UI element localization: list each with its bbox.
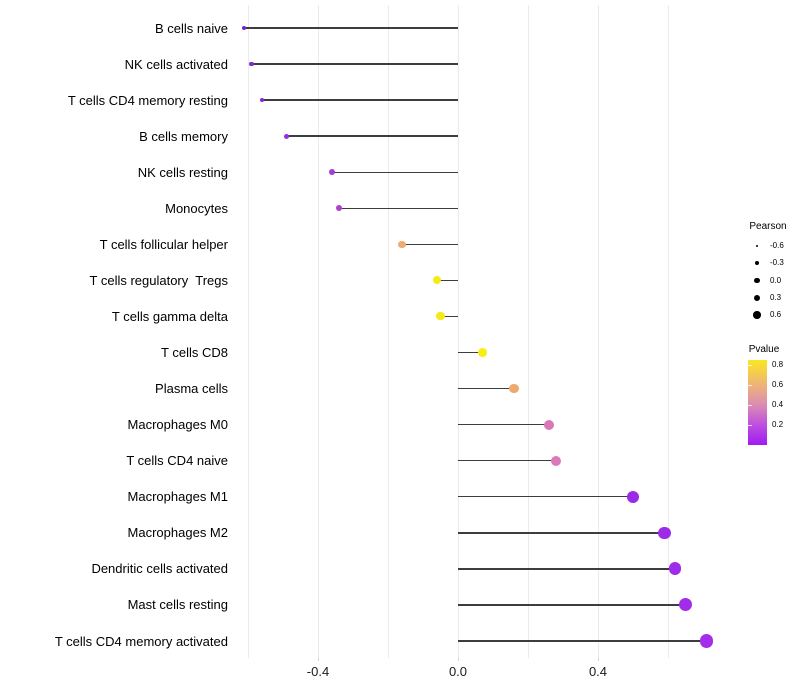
gridline <box>597 5 599 658</box>
gridline <box>247 5 249 658</box>
lollipop-stem <box>458 496 633 498</box>
lollipop-dot <box>543 419 555 430</box>
row-label: NK cells activated <box>124 56 228 72</box>
lollipop-stem <box>458 460 556 462</box>
pvalue-legend-title: Pvalue <box>748 344 780 355</box>
x-axis-tick-label: 0.4 <box>588 664 608 679</box>
lollipop-dot <box>433 276 441 285</box>
row-label: T cells regulatory Tregs <box>89 272 228 288</box>
x-axis-tick-label: -0.4 <box>306 664 330 679</box>
lollipop-dot <box>658 526 671 540</box>
pvalue-gradient-tickmark <box>748 405 752 406</box>
pearson-legend-title: Pearson <box>749 221 787 232</box>
lollipop-dot <box>284 133 289 139</box>
lollipop-dot <box>478 348 487 357</box>
lollipop-dot <box>336 205 342 212</box>
row-label: T cells follicular helper <box>99 236 228 252</box>
pearson-legend-dot <box>755 244 759 248</box>
pearson-legend-label: 0.0 <box>770 275 782 285</box>
lollipop-dot <box>509 383 519 394</box>
row-label: Dendritic cells activated <box>91 561 228 577</box>
pearson-legend-label: -0.3 <box>770 258 784 268</box>
row-label: T cells CD4 naive <box>126 453 228 469</box>
pearson-legend-dot <box>754 277 760 284</box>
gridline <box>527 5 529 658</box>
lollipop-dot <box>627 490 639 503</box>
lollipop-dot <box>678 598 693 612</box>
lollipop-dot <box>259 97 265 103</box>
x-axis-tick <box>317 658 319 661</box>
pearson-legend-dot <box>755 261 759 266</box>
lollipop-dot <box>436 312 445 321</box>
lollipop-dot <box>668 562 682 576</box>
pvalue-gradient-tickmark <box>748 425 752 426</box>
pvalue-gradient-tickmark <box>748 365 752 366</box>
row-label: NK cells resting <box>137 164 228 180</box>
row-label: B cells naive <box>155 20 228 36</box>
lollipop-stem <box>458 387 514 390</box>
lollipop-stem <box>286 135 458 137</box>
lollipop-stem <box>458 351 483 354</box>
row-label: Macrophages M1 <box>127 489 228 505</box>
lollipop-dot <box>329 169 335 176</box>
x-axis-tick <box>597 658 599 661</box>
pvalue-gradient-tickmark <box>748 385 752 386</box>
gridline <box>667 5 669 658</box>
x-axis-tick-label: 0.0 <box>448 664 468 679</box>
row-label: T cells CD4 memory resting <box>67 92 228 108</box>
lollipop-stem <box>339 207 458 209</box>
lollipop-dot <box>249 61 254 67</box>
pearson-legend-dot <box>753 294 761 302</box>
lollipop-stem <box>458 532 665 534</box>
lollipop-dot <box>242 25 247 30</box>
row-label: Macrophages M0 <box>127 417 228 433</box>
pearson-legend-label: -0.6 <box>770 241 784 250</box>
pvalue-legend-label: 0.2 <box>772 420 784 429</box>
row-label: Plasma cells <box>155 381 228 397</box>
lollipop-stem <box>458 423 549 426</box>
row-label: B cells memory <box>139 128 228 144</box>
pvalue-legend-label: 0.8 <box>772 360 784 369</box>
row-label: Macrophages M2 <box>127 525 228 541</box>
lollipop-stem <box>458 640 707 642</box>
lollipop-stem <box>251 63 458 65</box>
x-axis-tick <box>457 658 459 661</box>
pvalue-gradient-bar <box>748 360 767 445</box>
gridline <box>317 5 319 658</box>
pvalue-legend-label: 0.6 <box>772 380 784 389</box>
row-label: T cells gamma delta <box>111 308 228 324</box>
pearson-legend-dot <box>753 311 761 319</box>
pvalue-legend-label: 0.4 <box>772 400 784 409</box>
row-label: Mast cells resting <box>127 597 228 613</box>
row-label: T cells CD8 <box>161 345 228 361</box>
lollipop-dot <box>398 240 406 248</box>
row-label: Monocytes <box>165 200 228 216</box>
lollipop-stem <box>402 243 458 246</box>
lollipop-dot <box>550 455 562 466</box>
lollipop-stem <box>437 279 458 282</box>
gridline <box>387 5 389 658</box>
lollipop-stem <box>332 171 458 173</box>
lollipop-stem <box>458 604 686 606</box>
lollipop-stem <box>262 99 458 101</box>
lollipop-stem <box>458 568 675 570</box>
pearson-legend-label: 0.3 <box>770 292 782 302</box>
pearson-legend-label: 0.6 <box>770 310 782 320</box>
gridline <box>457 5 459 658</box>
lollipop-stem <box>440 315 458 318</box>
row-label: T cells CD4 memory activated <box>54 633 228 649</box>
lollipop-dot <box>699 634 714 648</box>
lollipop-stem <box>244 27 458 29</box>
